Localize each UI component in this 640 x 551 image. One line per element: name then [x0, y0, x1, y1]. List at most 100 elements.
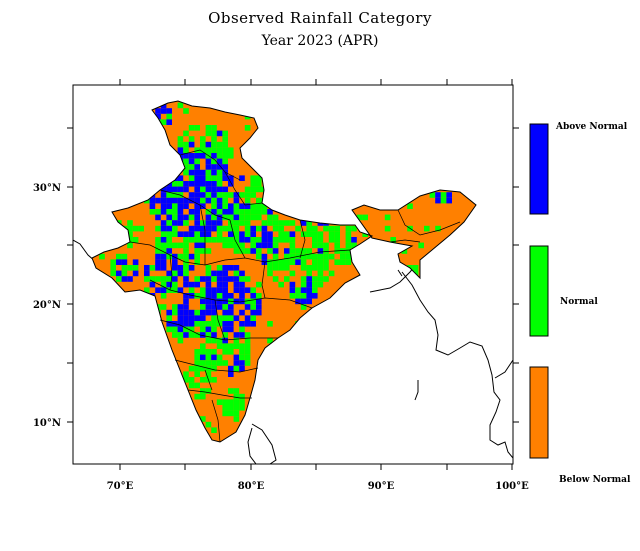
- grid-cell: [194, 349, 200, 355]
- grid-cell: [295, 225, 301, 232]
- grid-cell: [239, 309, 245, 316]
- grid-cell: [317, 270, 324, 277]
- grid-cell: [160, 253, 167, 260]
- grid-cell: [172, 209, 178, 215]
- grid-cell: [216, 209, 223, 215]
- grid-cell: [222, 158, 228, 165]
- grid-cell: [284, 265, 290, 271]
- grid-cell: [440, 192, 447, 198]
- grid-cell: [334, 237, 340, 243]
- grid-cell: [138, 225, 144, 232]
- grid-cell: [188, 326, 195, 333]
- grid-cell: [200, 365, 206, 372]
- grid-cell: [188, 253, 195, 260]
- grid-cell: [233, 265, 240, 271]
- grid-cell: [200, 377, 206, 383]
- india-boundary: [91, 100, 477, 443]
- grid-cell: [200, 242, 206, 249]
- grid-cell: [166, 108, 172, 114]
- grid-cell: [183, 298, 189, 305]
- grid-cell: [312, 242, 318, 249]
- grid-cell: [222, 332, 228, 338]
- grid-cell: [177, 265, 184, 271]
- grid-cell: [183, 321, 189, 327]
- grid-cell: [211, 354, 217, 361]
- grid-cell: [166, 203, 172, 209]
- grid-cell: [340, 253, 346, 260]
- grid-cell: [328, 225, 335, 232]
- grid-cell: [183, 326, 189, 333]
- grid-cell: [194, 281, 200, 288]
- grid-cell: [239, 287, 245, 293]
- grid-cell: [323, 276, 329, 282]
- grid-cell: [244, 220, 251, 226]
- state-boundaries: [129, 149, 461, 443]
- grid-cell: [233, 248, 240, 254]
- legend-label-normal: Normal: [560, 297, 598, 307]
- grid-cell: [172, 231, 178, 237]
- grid-cell: [244, 237, 251, 243]
- grid-cell: [188, 287, 195, 293]
- grid-cell: [267, 270, 273, 277]
- x-tick-label: 70°E: [107, 481, 134, 492]
- grid-cell: [149, 281, 156, 288]
- grid-cell: [121, 276, 128, 282]
- grid-cell: [244, 209, 251, 215]
- grid-cell: [261, 237, 268, 243]
- grid-cell: [250, 293, 256, 299]
- grid-cell: [166, 220, 172, 226]
- grid-cell: [177, 287, 184, 293]
- grid-cell: [127, 276, 133, 282]
- grid-cell: [172, 225, 178, 232]
- grid-cell: [183, 276, 189, 282]
- grid-cell: [256, 309, 262, 316]
- grid-cell: [272, 237, 279, 243]
- grid-cell: [222, 164, 228, 170]
- grid-cell: [194, 153, 200, 159]
- grid-cell: [244, 321, 251, 327]
- grid-cell: [244, 276, 251, 282]
- grid-cell: [261, 231, 268, 237]
- grid-cell: [278, 265, 284, 271]
- grid-cell: [127, 242, 133, 249]
- grid-cell: [211, 349, 217, 355]
- grid-cell: [211, 326, 217, 333]
- grid-cell: [244, 304, 251, 310]
- grid-cell: [183, 108, 189, 114]
- grid-cell: [160, 119, 167, 125]
- grid-cell: [340, 259, 346, 265]
- grid-cell: [272, 265, 279, 271]
- grid-cell: [239, 354, 245, 361]
- grid-cell: [200, 237, 206, 243]
- grid-cell: [222, 214, 228, 221]
- grid-cell: [239, 192, 245, 198]
- grid-cell: [155, 197, 161, 204]
- grid-cell: [289, 231, 296, 237]
- map-subtitle: Year 2023 (APR): [261, 33, 379, 49]
- grid-cell: [233, 270, 240, 277]
- grid-cell: [312, 293, 318, 299]
- grid-cell: [244, 231, 251, 237]
- grid-cell: [183, 304, 189, 310]
- grid-cell: [250, 321, 256, 327]
- grid-cell: [216, 203, 223, 209]
- grid-cell: [183, 231, 189, 237]
- grid-cell: [177, 220, 184, 226]
- grid-cell: [278, 225, 284, 232]
- grid-cell: [188, 265, 195, 271]
- y-tick-label: 10°N: [33, 418, 61, 429]
- grid-cell: [205, 270, 212, 277]
- grid-cell: [362, 214, 368, 221]
- grid-cell: [222, 192, 228, 198]
- grid-cell: [222, 175, 228, 181]
- grid-cell: [211, 377, 217, 383]
- grid-cell: [160, 248, 167, 254]
- grid-cell: [166, 287, 172, 293]
- grid-cell: [256, 186, 262, 193]
- grid-cell: [205, 209, 212, 215]
- grid-cell: [205, 181, 212, 187]
- grid-cell: [121, 270, 128, 277]
- grid-cell: [194, 214, 200, 221]
- grid-cell: [345, 231, 352, 237]
- grid-cell: [446, 192, 452, 198]
